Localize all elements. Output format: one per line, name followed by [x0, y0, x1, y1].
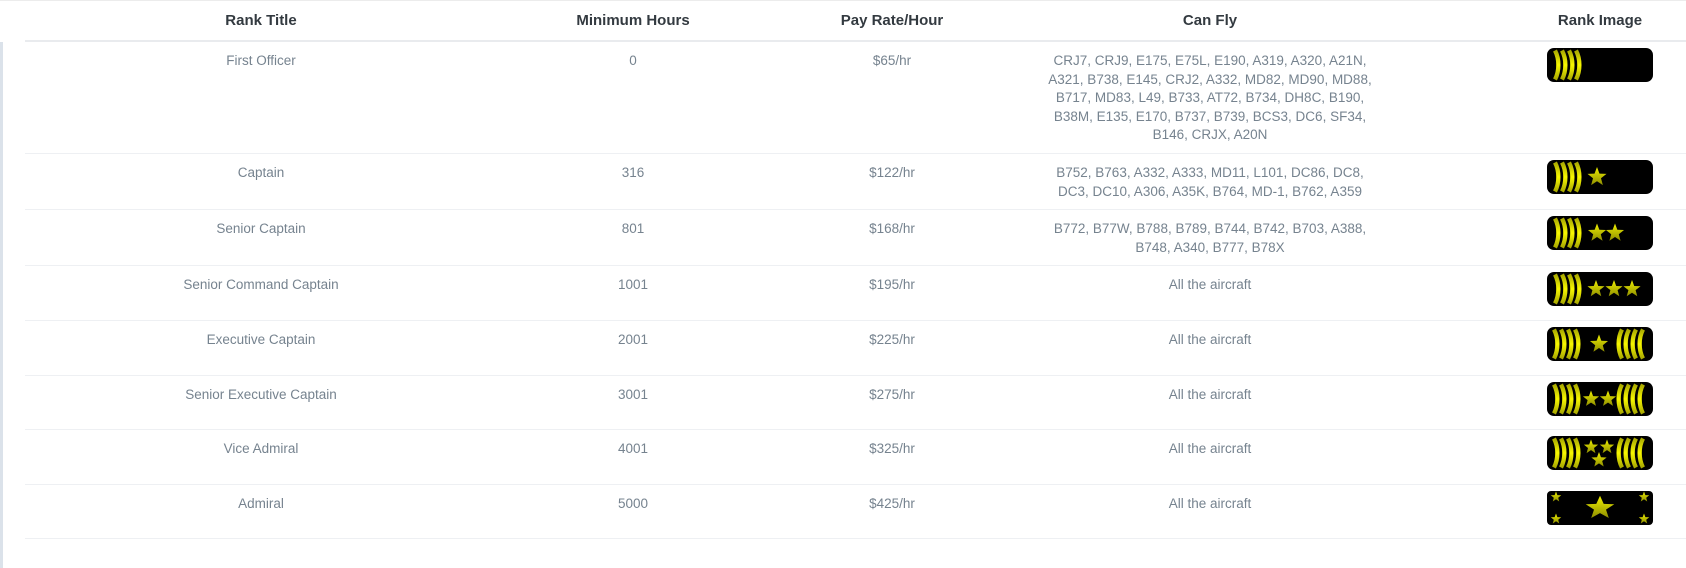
column-header-pay-rate: Pay Rate/Hour: [769, 1, 1015, 42]
pay-rate-text: $225/hr: [869, 331, 915, 347]
rank-image-cell: [1405, 484, 1686, 540]
rank-title-text: Captain: [237, 164, 285, 180]
pay-rate-cell: $425/hr: [769, 484, 1015, 540]
rank-image-cell: [1405, 429, 1686, 485]
column-header-minimum-hours: Minimum Hours: [497, 1, 769, 42]
epaulette-3-stars-icon: [1547, 272, 1653, 307]
pay-rate-cell: $122/hr: [769, 153, 1015, 211]
pay-rate-cell: $195/hr: [769, 265, 1015, 321]
table-row: Executive Captain 2001 $225/hr All the a…: [25, 320, 1686, 376]
epaulette-1-star-icon: [1547, 159, 1653, 194]
rank-title-text: First Officer: [226, 53, 296, 68]
rank-image-cell: [1405, 209, 1686, 267]
pay-rate-cell: $275/hr: [769, 375, 1015, 431]
rank-title-cell: Captain: [25, 153, 497, 211]
pay-rate-text: $195/hr: [869, 277, 915, 293]
can-fly-cell: All the aircraft: [1015, 484, 1405, 540]
minimum-hours-text: 4001: [617, 441, 649, 457]
pay-rate-text: $122/hr: [869, 164, 915, 180]
can-fly-text: CRJ7, CRJ9, E175, E75L, E190, A319, A320…: [1048, 53, 1372, 143]
can-fly-text: B772, B77W, B788, B789, B744, B742, B703…: [1053, 221, 1367, 255]
can-fly-cell: B752, B763, A332, A333, MD11, L101, DC86…: [1015, 153, 1405, 211]
epaulette-1-star-double-stripes-icon: [1547, 326, 1653, 361]
pay-rate-text: $325/hr: [869, 441, 915, 457]
can-fly-text: All the aircraft: [1168, 386, 1252, 402]
rank-title-text: Senior Command Captain: [183, 277, 339, 293]
rank-title-cell: Vice Admiral: [25, 429, 497, 485]
minimum-hours-cell: 0: [497, 41, 769, 154]
minimum-hours-text: 2001: [617, 331, 649, 347]
rank-title-cell: Senior Command Captain: [25, 265, 497, 321]
epaulette-2-stars-double-stripes-icon: [1547, 381, 1653, 416]
pay-rate-text: $275/hr: [869, 386, 915, 402]
rank-title-cell: Executive Captain: [25, 320, 497, 376]
table-row: First Officer 0 $65/hr CRJ7, CRJ9, E175,…: [25, 41, 1686, 154]
rank-image-cell: [1405, 320, 1686, 376]
minimum-hours-cell: 1001: [497, 265, 769, 321]
table-header: Rank Title Minimum Hours Pay Rate/Hour C…: [25, 1, 1686, 42]
can-fly-text: All the aircraft: [1168, 441, 1252, 457]
minimum-hours-text: 3001: [617, 386, 649, 402]
table-row: Vice Admiral 4001 $325/hr All the aircra…: [25, 429, 1686, 485]
can-fly-cell: B772, B77W, B788, B789, B744, B742, B703…: [1015, 209, 1405, 267]
ranks-table: Rank Title Minimum Hours Pay Rate/Hour C…: [25, 1, 1686, 540]
epaulette-3-stars-triangle-double-stripes-icon: [1547, 436, 1653, 471]
rank-title-text: Senior Executive Captain: [185, 386, 337, 402]
pay-rate-text: $425/hr: [869, 495, 915, 511]
table-body: First Officer 0 $65/hr CRJ7, CRJ9, E175,…: [25, 41, 1686, 540]
minimum-hours-text: 1001: [617, 277, 649, 293]
minimum-hours-cell: 2001: [497, 320, 769, 376]
pay-rate-cell: $225/hr: [769, 320, 1015, 376]
can-fly-cell: All the aircraft: [1015, 320, 1405, 376]
minimum-hours-cell: 801: [497, 209, 769, 267]
pay-rate-text: $65/hr: [872, 53, 912, 68]
page-left-edge-strip: [0, 42, 3, 568]
rank-image-cell: [1405, 41, 1686, 154]
minimum-hours-cell: 3001: [497, 375, 769, 431]
rank-title-text: Senior Captain: [216, 221, 306, 237]
minimum-hours-cell: 4001: [497, 429, 769, 485]
column-header-rank-title: Rank Title: [25, 1, 497, 42]
rank-title-cell: Senior Captain: [25, 209, 497, 267]
pay-rate-cell: $65/hr: [769, 41, 1015, 154]
rank-image-cell: [1405, 375, 1686, 431]
table-row: Senior Command Captain 1001 $195/hr All …: [25, 265, 1686, 321]
table-row: Admiral 5000 $425/hr All the aircraft: [25, 484, 1686, 540]
rank-image-cell: [1405, 153, 1686, 211]
pay-rate-cell: $168/hr: [769, 209, 1015, 267]
rank-title-text: Vice Admiral: [223, 441, 299, 457]
rank-title-text: Admiral: [238, 495, 284, 511]
minimum-hours-cell: 5000: [497, 484, 769, 540]
can-fly-cell: CRJ7, CRJ9, E175, E75L, E190, A319, A320…: [1015, 41, 1405, 154]
table-row: Senior Executive Captain 3001 $275/hr Al…: [25, 375, 1686, 431]
pay-rate-cell: $325/hr: [769, 429, 1015, 485]
epaulette-2-stars-icon: [1547, 216, 1653, 251]
minimum-hours-text: 316: [621, 164, 645, 180]
table-row: Senior Captain 801 $168/hr B772, B77W, B…: [25, 209, 1686, 267]
pay-rate-text: $168/hr: [869, 221, 915, 237]
rank-title-cell: Senior Executive Captain: [25, 375, 497, 431]
can-fly-text: All the aircraft: [1168, 277, 1252, 293]
column-header-rank-image: Rank Image: [1405, 1, 1686, 42]
minimum-hours-cell: 316: [497, 153, 769, 211]
rank-title-cell: First Officer: [25, 41, 497, 154]
minimum-hours-text: 0: [629, 53, 637, 68]
can-fly-text: B752, B763, A332, A333, MD11, L101, DC86…: [1056, 164, 1364, 199]
table-row: Captain 316 $122/hr B752, B763, A332, A3…: [25, 153, 1686, 211]
rank-image-cell: [1405, 265, 1686, 321]
minimum-hours-text: 801: [621, 221, 645, 237]
can-fly-cell: All the aircraft: [1015, 265, 1405, 321]
column-header-can-fly: Can Fly: [1015, 1, 1405, 42]
can-fly-text: All the aircraft: [1168, 331, 1252, 347]
minimum-hours-text: 5000: [617, 495, 649, 511]
can-fly-cell: All the aircraft: [1015, 429, 1405, 485]
epaulette-admiral-big-star-icon: [1547, 490, 1653, 525]
rank-title-text: Executive Captain: [206, 331, 316, 347]
rank-title-cell: Admiral: [25, 484, 497, 540]
epaulette-4-stripes-icon: [1547, 48, 1653, 82]
can-fly-text: All the aircraft: [1168, 495, 1252, 511]
can-fly-cell: All the aircraft: [1015, 375, 1405, 431]
